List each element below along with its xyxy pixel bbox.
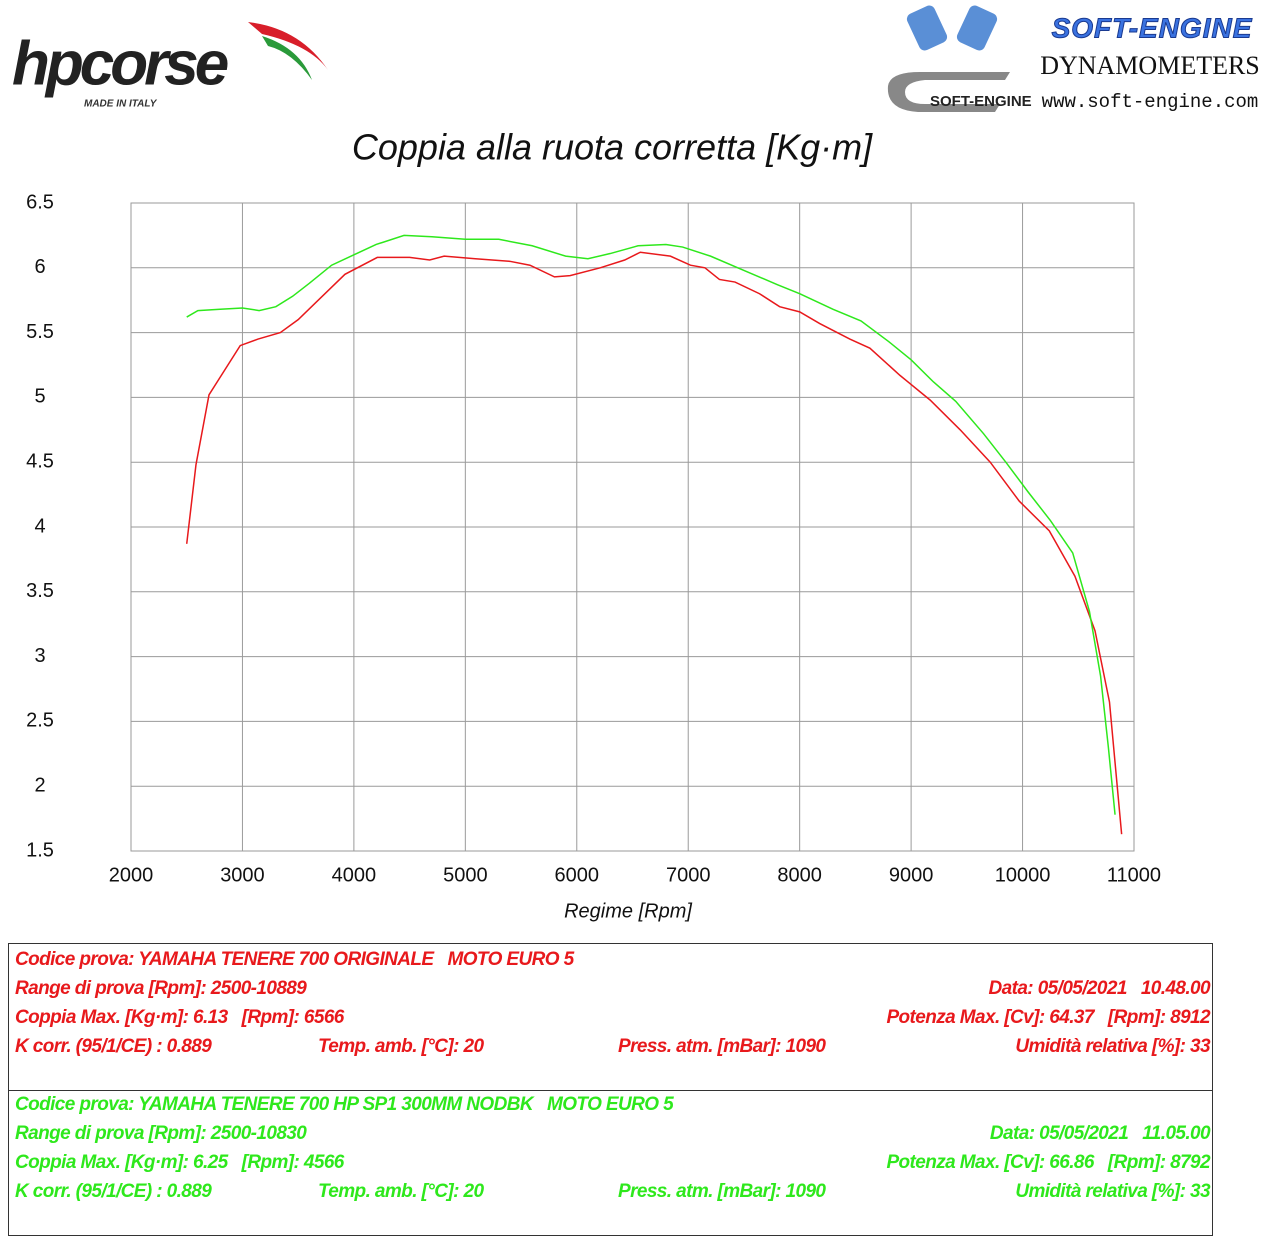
y-tick-label: 6 — [34, 256, 45, 278]
y-tick-label: 2.5 — [26, 710, 54, 732]
dyno-url: www.soft-engine.com — [1042, 91, 1259, 113]
y-tick-label: 4 — [34, 515, 45, 537]
run-info: Range di prova [Rpm]: 2500-10889 — [15, 978, 307, 999]
y-tick-label: 5 — [34, 386, 45, 408]
piston-icon — [906, 5, 948, 51]
chart-title: Coppia alla ruota corretta [Kg·m] — [352, 127, 873, 168]
x-axis-label: Regime [Rpm] — [564, 900, 692, 922]
x-tick-label: 3000 — [220, 864, 265, 886]
x-tick-label: 2000 — [109, 864, 154, 886]
data-line — [186, 234, 1116, 815]
brand: hpcorse — [12, 29, 228, 98]
run-info: Data: 05/05/2021 10.48.00 — [989, 978, 1212, 999]
x-tick-label: 4000 — [332, 864, 377, 886]
y-tick-label: 4.5 — [26, 450, 54, 472]
data-line — [185, 251, 1123, 835]
run-info: Umidità relativa [%]: 33 — [1015, 1036, 1211, 1057]
x-tick-label: 5000 — [443, 864, 488, 886]
run-info: Potenza Max. [Cv]: 64.37 [Rpm]: 8912 — [886, 1007, 1211, 1028]
piston-icon — [956, 5, 998, 51]
dyno-brand: SOFT-ENGINE — [1052, 12, 1253, 43]
run-info: Potenza Max. [Cv]: 66.86 [Rpm]: 8792 — [886, 1152, 1211, 1173]
run-info: Press. atm. [mBar]: 1090 — [618, 1036, 826, 1057]
x-tick-label: 11000 — [1107, 864, 1161, 886]
run-info: Range di prova [Rpm]: 2500-10830 — [15, 1123, 307, 1144]
run-info: K corr. (95/1/CE) : 0.889 — [15, 1181, 212, 1202]
y-tick-label: 6.5 — [26, 191, 54, 213]
y-tick-label: 3 — [34, 645, 45, 667]
run-info: Codice prova: YAMAHA TENERE 700 HP SP1 3… — [15, 1094, 674, 1115]
run-info: Codice prova: YAMAHA TENERE 700 ORIGINAL… — [15, 949, 575, 970]
run-info: Press. atm. [mBar]: 1090 — [618, 1181, 826, 1202]
soft-engine-logo: SOFT-ENGINE DYNAMOMETERS SOFT-ENGINE www… — [887, 5, 1260, 113]
y-tick-label: 1.5 — [26, 839, 54, 861]
x-tick-label: 7000 — [666, 864, 711, 886]
run-info: Coppia Max. [Kg·m]: 6.13 [Rpm]: 6566 — [15, 1007, 345, 1028]
hpcorse-logo: hpcorse MADE IN ITALY — [12, 22, 328, 110]
logo-swirl — [887, 72, 1010, 112]
run-info: Data: 05/05/2021 11.05.00 — [990, 1123, 1211, 1144]
run-info: Temp. amb. [°C]: 20 — [318, 1181, 484, 1202]
x-tick-label: 10000 — [995, 864, 1051, 886]
dyno-subtitle: DYNAMOMETERS — [1040, 51, 1260, 80]
run-info: Umidità relativa [%]: 33 — [1015, 1181, 1211, 1202]
x-tick-label: 8000 — [777, 864, 822, 886]
y-tick-label: 5.5 — [26, 321, 54, 343]
y-tick-label: 2 — [34, 774, 45, 796]
dyno-small-logo: SOFT-ENGINE — [930, 93, 1032, 110]
logo-swoosh-green — [262, 36, 312, 80]
run-info: Coppia Max. [Kg·m]: 6.25 [Rpm]: 4566 — [15, 1152, 345, 1173]
run-info-box — [8, 943, 1213, 1236]
y-tick-label: 3.5 — [26, 580, 54, 602]
logo-swoosh-red — [248, 22, 328, 70]
brand-tagline: MADE IN ITALY — [84, 99, 158, 110]
x-tick-label: 9000 — [889, 864, 934, 886]
run-info: Temp. amb. [°C]: 20 — [318, 1036, 484, 1057]
x-tick-label: 6000 — [555, 864, 600, 886]
run-info: K corr. (95/1/CE) : 0.889 — [15, 1036, 212, 1057]
